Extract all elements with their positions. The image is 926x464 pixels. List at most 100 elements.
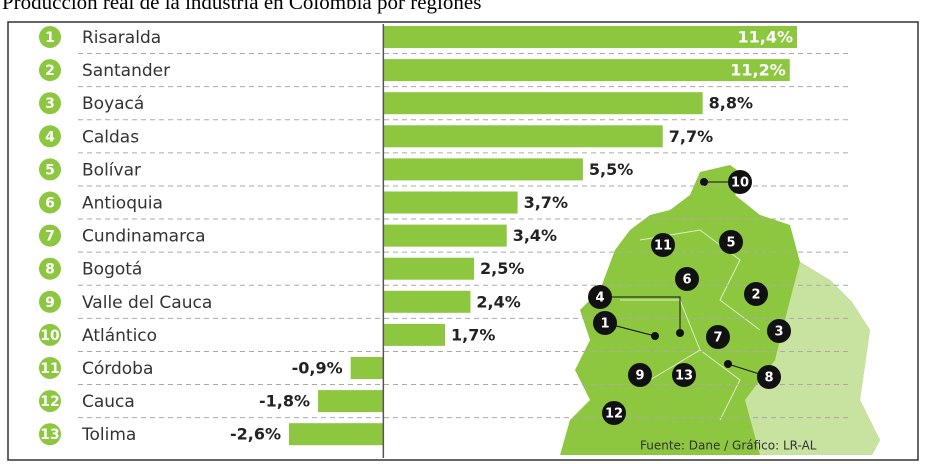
map-east bbox=[745, 262, 880, 455]
category-label: Caldas bbox=[82, 127, 139, 147]
map-dot bbox=[724, 360, 732, 368]
rank-badge bbox=[39, 290, 61, 313]
bar bbox=[383, 224, 507, 247]
map-dot bbox=[676, 329, 684, 337]
rank: 9 bbox=[45, 295, 55, 311]
value-label: 11,2% bbox=[730, 61, 786, 80]
bar bbox=[383, 158, 583, 181]
rank: 2 bbox=[45, 63, 55, 79]
rank-badge bbox=[39, 423, 61, 446]
value-label: -2,6% bbox=[230, 425, 281, 444]
rank-badge bbox=[39, 92, 61, 115]
category-label: Bogotá bbox=[82, 260, 142, 280]
rank-badge bbox=[39, 191, 61, 214]
category-label: Santander bbox=[82, 61, 170, 81]
map-marker-label: 11 bbox=[654, 239, 672, 254]
category-label: Tolima bbox=[81, 425, 136, 445]
rank: 7 bbox=[45, 229, 55, 245]
map-marker bbox=[593, 311, 617, 335]
value-label: 8,8% bbox=[709, 94, 753, 113]
source: Fuente: Dane / Gráfico: LR-AL bbox=[640, 439, 817, 453]
rank: 6 bbox=[45, 196, 55, 212]
value-label: 1,7% bbox=[451, 325, 495, 344]
bar bbox=[383, 323, 446, 346]
value-label: -0,9% bbox=[292, 359, 343, 378]
category-label: Risaralda bbox=[82, 28, 161, 48]
rank: 4 bbox=[45, 129, 55, 145]
map-marker bbox=[728, 170, 752, 194]
rank-badge bbox=[39, 59, 61, 82]
map-marker bbox=[757, 365, 781, 389]
map-marker-label: 8 bbox=[764, 371, 773, 386]
map-marker bbox=[651, 233, 675, 257]
map-marker bbox=[706, 325, 730, 349]
rank: 13 bbox=[40, 427, 59, 443]
rank-badge bbox=[39, 323, 61, 346]
rank-badge bbox=[39, 357, 61, 379]
bar bbox=[383, 257, 475, 280]
category-label: Valle del Cauca bbox=[82, 293, 212, 313]
rank-badge bbox=[39, 158, 61, 181]
bar bbox=[383, 125, 663, 148]
map-marker bbox=[602, 401, 626, 425]
category-label: Boyacá bbox=[82, 94, 144, 114]
category-label: Cundinamarca bbox=[82, 227, 205, 247]
rank: 12 bbox=[40, 394, 59, 410]
bar bbox=[383, 26, 797, 48]
map-marker bbox=[588, 285, 612, 309]
bar bbox=[289, 423, 384, 446]
map-borders bbox=[620, 229, 761, 421]
frame bbox=[7, 21, 919, 461]
rank-badge bbox=[39, 224, 61, 247]
rank-badge bbox=[39, 390, 61, 413]
bar bbox=[383, 59, 790, 82]
value-label: -1,8% bbox=[259, 392, 310, 411]
map-marker bbox=[767, 319, 791, 343]
leader bbox=[600, 296, 681, 333]
map-marker-label: 13 bbox=[675, 369, 693, 384]
category-label: Córdoba bbox=[82, 359, 153, 379]
map-marker bbox=[675, 267, 699, 291]
bar bbox=[383, 92, 703, 115]
category-label: Atlántico bbox=[82, 326, 157, 346]
map-marker-label: 4 bbox=[595, 291, 604, 306]
map-marker-label: 2 bbox=[751, 288, 760, 303]
map-marker bbox=[744, 282, 768, 306]
map-marker bbox=[672, 363, 696, 387]
bar bbox=[383, 191, 518, 214]
value-label: 11,4% bbox=[737, 28, 793, 47]
map-marker-label: 10 bbox=[731, 176, 749, 191]
map-dot bbox=[651, 332, 659, 340]
map-marker-label: 3 bbox=[774, 325, 783, 340]
map-marker bbox=[719, 230, 743, 254]
category-label: Antioquia bbox=[82, 194, 163, 214]
rank: 3 bbox=[45, 96, 55, 112]
value-label: 7,7% bbox=[669, 127, 713, 146]
rank: 1 bbox=[45, 30, 55, 46]
map-marker-label: 5 bbox=[726, 236, 735, 251]
value-label: 5,5% bbox=[589, 160, 633, 179]
map-marker-label: 6 bbox=[682, 273, 691, 288]
map-marker bbox=[628, 363, 652, 387]
bar bbox=[318, 390, 384, 413]
rank: 8 bbox=[45, 262, 55, 278]
map-marker-label: 12 bbox=[605, 407, 623, 422]
rank: 11 bbox=[40, 361, 59, 377]
category-label: Cauca bbox=[82, 392, 135, 412]
map-marker-label: 7 bbox=[713, 331, 722, 346]
map-marker-label: 9 bbox=[635, 369, 644, 384]
map-marker-label: 1 bbox=[600, 317, 609, 332]
value-label: 3,4% bbox=[513, 226, 557, 245]
value-label: 3,7% bbox=[524, 193, 568, 212]
bar bbox=[350, 357, 384, 379]
category-label: Bolívar bbox=[82, 160, 141, 180]
chart-title: Producción real de la industria en Colom… bbox=[2, 0, 481, 14]
rank: 10 bbox=[40, 328, 60, 344]
map-dot bbox=[700, 178, 708, 186]
rank-badge bbox=[39, 26, 61, 48]
bar bbox=[383, 290, 471, 313]
value-label: 2,4% bbox=[476, 292, 520, 311]
rank-badge bbox=[39, 125, 61, 148]
rank-badge bbox=[39, 257, 61, 280]
